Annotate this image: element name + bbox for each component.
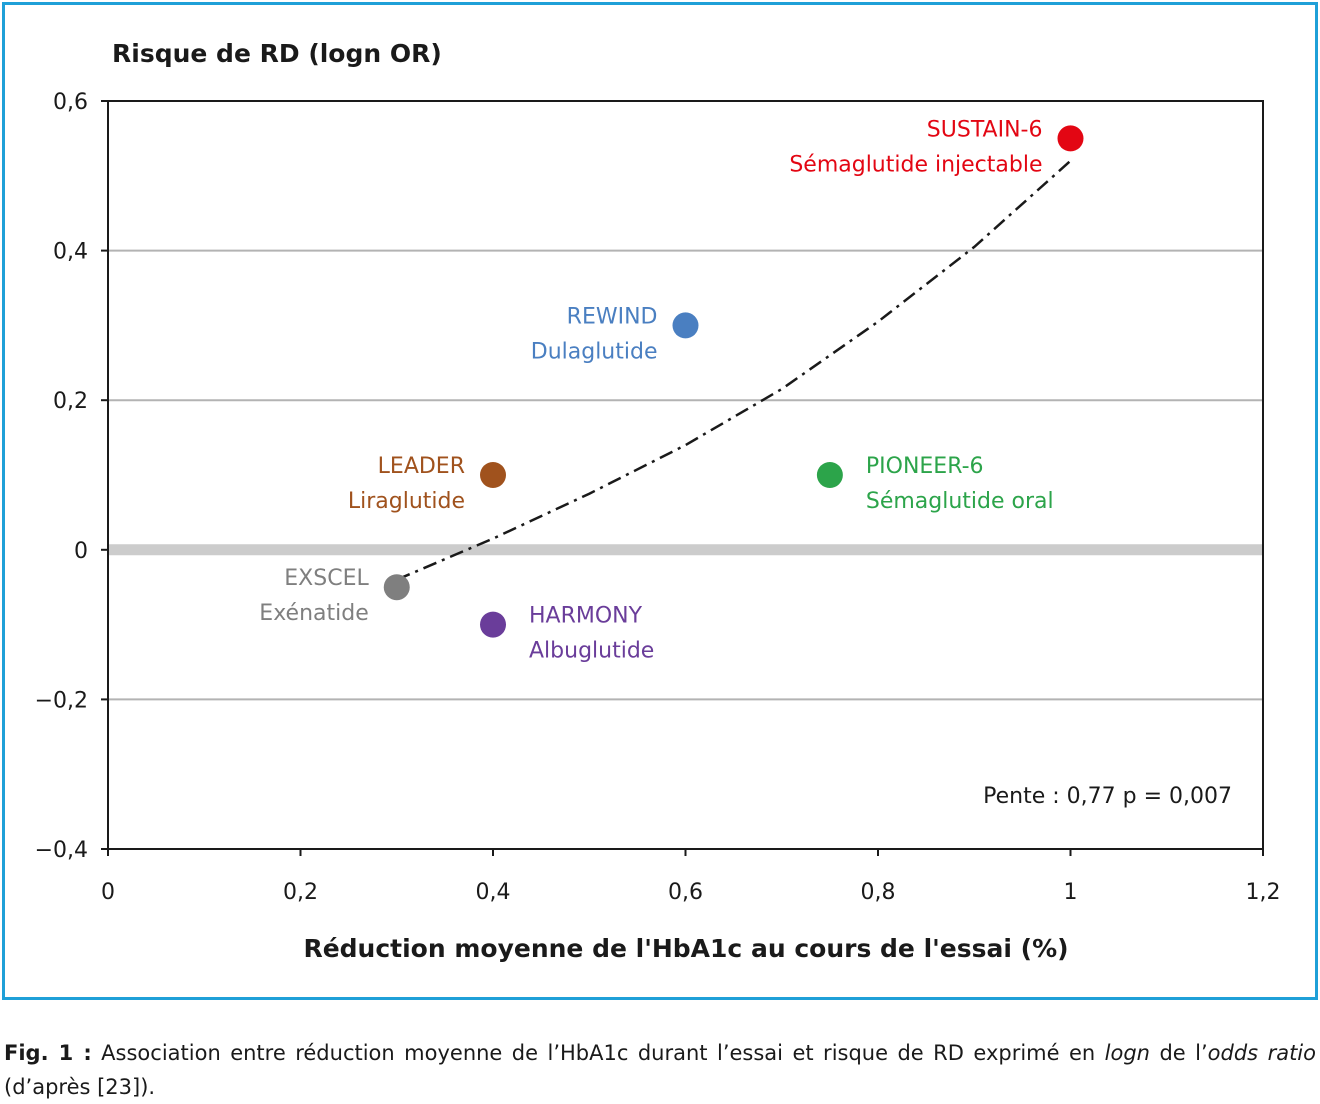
x-tick-label: 0,2 (283, 880, 318, 905)
scatter-chart: 0,6 0,4 0,2 0 −0,2 −0,4 0 0,2 0,4 0,6 0,8 1 1,2 SUST… (35, 39, 1281, 963)
y-tick-label: 0,4 (53, 240, 88, 265)
data-point-rewind (672, 312, 699, 339)
y-tick-label: 0,6 (53, 90, 88, 115)
x-tick-label: 1 (1064, 880, 1078, 905)
y-tick-label: 0,2 (53, 389, 88, 414)
point-label-trial: REWIND (567, 304, 658, 329)
x-tick-label: 1,2 (1246, 880, 1281, 905)
data-point-sustain-6 (1057, 125, 1084, 152)
tick-layer: 0,6 0,4 0,2 0 −0,2 −0,4 0 0,2 0,4 0,6 0,8 1 1,2 (35, 90, 1281, 905)
point-label-trial: SUSTAIN-6 (927, 117, 1043, 142)
data-point-exscel (383, 574, 410, 601)
caption-label: Fig. 1 : (4, 1041, 92, 1065)
data-point-harmony (480, 611, 506, 638)
point-label-trial: HARMONY (529, 604, 643, 629)
y-tick-label: −0,4 (35, 838, 88, 863)
y-tick-label: −0,2 (35, 688, 88, 713)
x-tick-label: 0,8 (861, 880, 896, 905)
point-label-drug: Sémaglutide oral (866, 489, 1054, 514)
point-label-drug: Sémaglutide injectable (789, 152, 1042, 177)
point-label-drug: Dulaglutide (531, 339, 658, 364)
point-layer: SUSTAIN-6 Sémaglutide injectable REWIND Dul… (259, 117, 1084, 664)
caption-text-3: (d’après [23]). (4, 1075, 156, 1099)
caption-text-1: Association entre réduction moyenne de l… (91, 1041, 1105, 1065)
x-tick-label: 0 (101, 880, 115, 905)
x-tick-label: 0,4 (476, 880, 511, 905)
slope-annotation: Pente : 0,77 p = 0,007 (983, 784, 1232, 809)
point-label-trial: PIONEER-6 (866, 454, 984, 479)
x-tick-label: 0,6 (668, 880, 703, 905)
point-label-drug: Exénatide (259, 601, 368, 626)
y-axis-title: Risque de RD (logn OR) (112, 39, 442, 68)
y-tick-label: 0 (74, 539, 88, 564)
trend-line (396, 159, 1072, 581)
caption-italic-1: logn (1104, 1041, 1150, 1065)
point-label-trial: LEADER (378, 454, 465, 479)
caption-italic-2: odds ratio (1207, 1041, 1316, 1065)
x-axis-title: Réduction moyenne de l'HbA1c au cours de… (303, 934, 1068, 963)
grid-layer (108, 249, 1263, 701)
data-point-leader (480, 462, 506, 488)
data-point-pioneer-6 (816, 462, 843, 488)
point-label-drug: Liraglutide (348, 489, 465, 514)
caption-text-2: de l’ (1150, 1041, 1208, 1065)
figure-caption: Fig. 1 : Association entre réduction moy… (4, 1036, 1316, 1104)
point-label-trial: EXSCEL (284, 566, 369, 591)
point-label-drug: Albuglutide (529, 639, 654, 664)
plot-border (107, 100, 1264, 850)
chart-frame (2, 2, 1318, 1000)
